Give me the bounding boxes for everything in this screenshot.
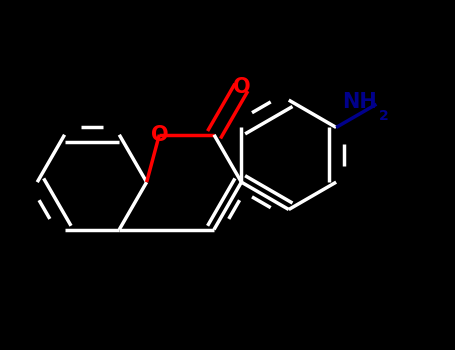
Text: 2: 2 [379,109,388,123]
Text: O: O [151,125,168,145]
Text: O: O [233,77,250,97]
Text: NH: NH [342,92,376,112]
